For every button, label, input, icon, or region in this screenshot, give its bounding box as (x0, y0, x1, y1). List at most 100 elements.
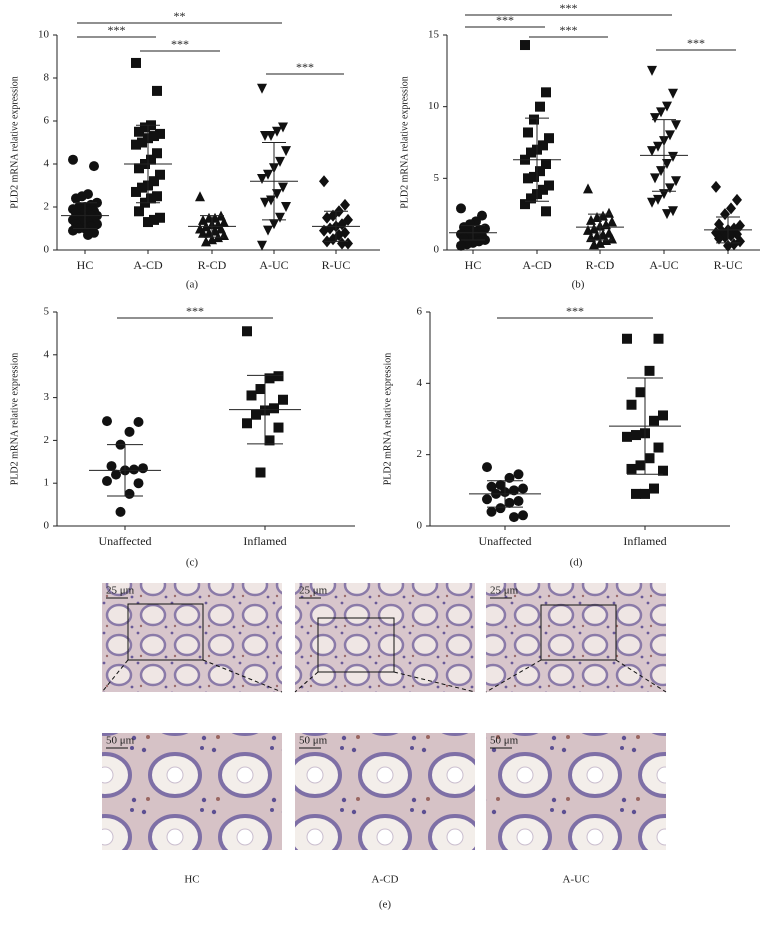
data-point (482, 494, 492, 505)
histology-image-top (486, 583, 666, 692)
zoom-box (317, 617, 395, 673)
data-point (124, 426, 135, 437)
mean-sd-bar (513, 117, 561, 202)
panel-label: (a) (186, 279, 199, 291)
scale-label-bottom: 50 μm (299, 735, 328, 747)
data-point (644, 365, 655, 376)
data-point (607, 233, 617, 244)
data-point (653, 194, 663, 205)
significance-label: *** (560, 1, 578, 15)
data-point (272, 126, 282, 137)
panel-label: (d) (570, 557, 583, 569)
data-point (133, 478, 144, 489)
y-tick-label: 6 (44, 115, 50, 127)
data-point (102, 476, 112, 487)
data-point (626, 463, 637, 474)
zoom-lines (485, 659, 667, 693)
x-tick-label: A-CD (522, 258, 552, 272)
data-point (541, 206, 551, 217)
data-point (138, 463, 148, 474)
data-point (155, 169, 165, 180)
y-tick-label: 0 (44, 520, 50, 532)
data-point (604, 207, 614, 218)
data-point (278, 394, 288, 405)
panel-e: 25 μm 50 μm HC 25 μm 50 μm A-CD 25 μm 50 μm A-UC… (101, 583, 667, 911)
data-point (242, 326, 252, 337)
data-point (137, 137, 147, 148)
data-point (486, 481, 497, 492)
y-tick-label: 2 (44, 201, 50, 213)
data-point (281, 146, 291, 157)
data-point (640, 488, 650, 499)
data-point (68, 225, 78, 236)
data-point (732, 193, 742, 206)
data-point (201, 236, 211, 247)
data-point (513, 469, 524, 480)
y-axis-label: PLD2 mRNA relative expression (9, 353, 20, 485)
data-point (518, 510, 528, 521)
data-point (198, 227, 208, 238)
data-point (622, 333, 632, 344)
data-point (529, 171, 539, 182)
data-point (622, 431, 632, 442)
y-tick-label: 0 (434, 244, 440, 256)
data-point (518, 483, 528, 494)
data-point (251, 409, 261, 420)
x-tick-label: Inflamed (243, 534, 286, 548)
data-point (106, 461, 117, 472)
data-point (131, 57, 141, 68)
data-point (671, 176, 681, 187)
significance-label: *** (566, 304, 584, 318)
data-point (482, 462, 492, 473)
y-tick-label: 1 (44, 477, 50, 489)
data-point (649, 415, 659, 426)
data-point (520, 40, 530, 51)
data-point (319, 224, 329, 237)
data-point (111, 469, 121, 480)
y-axis-label: PLD2 mRNA relative expression (382, 353, 393, 485)
data-point (255, 467, 266, 478)
data-point (656, 107, 666, 118)
data-point (662, 101, 672, 112)
data-point (538, 184, 548, 195)
data-point (544, 180, 554, 191)
panel-label: (c) (186, 557, 199, 569)
data-point (535, 101, 545, 112)
data-point (668, 206, 678, 217)
data-point (278, 182, 288, 193)
mean-sd-bar (704, 216, 752, 244)
mean-sd-bar (312, 210, 360, 242)
data-point (504, 472, 515, 483)
data-point (583, 183, 593, 194)
data-point (89, 161, 99, 172)
y-axis-label: PLD2 mRNA relative expression (399, 76, 410, 208)
y-tick-label: 4 (44, 348, 50, 360)
scale-label-top: 25 μm (106, 585, 135, 597)
data-point (275, 156, 285, 167)
data-point (343, 237, 353, 250)
x-tick-label: R-CD (586, 258, 615, 272)
data-point (653, 141, 663, 152)
data-point (526, 147, 536, 158)
data-point (264, 373, 275, 384)
data-point (143, 217, 153, 228)
data-point (523, 127, 533, 138)
data-point (246, 390, 257, 401)
data-point (269, 403, 279, 414)
significance-label: *** (296, 60, 314, 74)
x-tick-label: R-UC (322, 258, 351, 272)
data-point (665, 130, 675, 141)
data-point (486, 506, 497, 517)
x-tick-label: A-UC (649, 258, 678, 272)
data-point (589, 223, 599, 234)
x-tick-label: R-CD (198, 258, 227, 272)
mean-sd-bar (188, 215, 236, 238)
mean-sd-bar (609, 377, 681, 475)
data-point (134, 126, 144, 137)
x-tick-label: HC (77, 258, 94, 272)
data-point (152, 148, 162, 159)
data-point (631, 430, 641, 441)
data-point (495, 479, 506, 490)
data-point (626, 399, 637, 410)
significance-label: *** (108, 23, 126, 37)
